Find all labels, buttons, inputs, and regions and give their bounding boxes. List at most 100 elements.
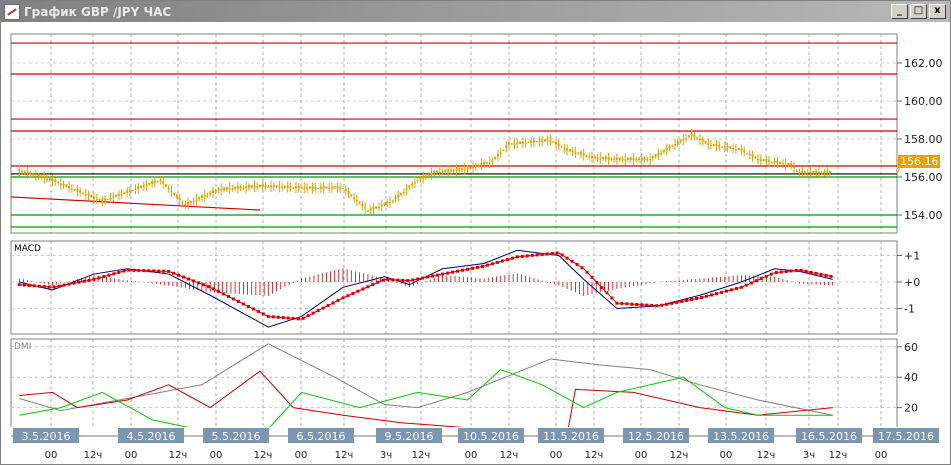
signal-marker [32, 284, 36, 288]
price-candle [449, 170, 452, 172]
signal-marker [37, 284, 41, 288]
price-candle [353, 198, 356, 200]
signal-marker [351, 291, 355, 295]
date-label: 12.5.2016 [628, 430, 684, 443]
hour-label: 3ч [380, 450, 392, 461]
signal-marker [729, 288, 733, 292]
y-tick-label: 162.00 [904, 57, 943, 70]
hour-label: 12ч [169, 450, 188, 461]
signal-marker [416, 277, 420, 281]
signal-marker [137, 268, 141, 272]
price-candle [405, 188, 408, 191]
price-candle [701, 139, 704, 142]
signal-marker [391, 278, 395, 282]
date-label-box [708, 428, 774, 443]
price-candle [40, 175, 43, 178]
signal-marker [769, 272, 773, 276]
price-candle [297, 185, 300, 189]
price-candle [366, 210, 369, 212]
dmi-panel-label: DMI [14, 342, 31, 352]
hour-label: 00 [875, 450, 888, 461]
price-candle [164, 184, 167, 187]
signal-marker [774, 271, 778, 275]
price-candle [685, 138, 688, 140]
price-candle [79, 190, 82, 193]
signal-marker [705, 294, 709, 298]
price-candle [411, 183, 414, 186]
price-candle [640, 157, 643, 161]
price-candle [29, 172, 32, 175]
signal-marker [625, 302, 629, 306]
price-candle [170, 191, 173, 193]
price-candle [671, 145, 674, 147]
signal-marker [316, 309, 320, 313]
price-candle [57, 181, 60, 184]
date-label: 11.5.2016 [543, 430, 599, 443]
price-candle [812, 170, 815, 174]
price-candle [380, 204, 383, 206]
signal-marker [535, 253, 539, 257]
date-label: 16.5.2016 [801, 430, 857, 443]
price-candle [773, 161, 776, 163]
macd-panel-frame [10, 240, 898, 335]
signal-marker [580, 266, 584, 270]
date-label: 10.5.2016 [463, 430, 519, 443]
signal-marker [515, 255, 519, 259]
price-candle [787, 163, 790, 166]
price-candle [472, 165, 475, 168]
price-candle [115, 194, 118, 197]
price-candle [198, 197, 201, 200]
chart-area[interactable]: 162.00 160.00 158.00 156.00 154.00 +1 +0 -1 60 40… [1, 23, 950, 464]
hour-label: 3ч [803, 450, 815, 461]
price-candle [364, 207, 367, 209]
price-candle [156, 181, 159, 183]
signal-marker [710, 293, 714, 297]
signal-marker [495, 260, 499, 264]
price-candle [195, 199, 198, 201]
signal-marker [799, 268, 803, 272]
price-candle [422, 175, 425, 179]
price-candle [159, 179, 162, 181]
signal-marker [147, 269, 151, 273]
price-candle [140, 185, 143, 188]
price-candle [596, 156, 599, 159]
signal-marker [441, 272, 445, 276]
price-candle [275, 185, 278, 188]
price-candle [95, 199, 98, 201]
price-candle [173, 192, 176, 195]
maximize-button[interactable]: □ [910, 4, 927, 19]
signal-marker [719, 290, 723, 294]
price-candle [754, 156, 757, 159]
price-candle [632, 158, 635, 160]
minimize-button[interactable]: _ [891, 4, 908, 19]
price-candle [635, 159, 638, 161]
price-candle [372, 206, 375, 210]
price-candle [278, 186, 281, 188]
price-candle [350, 194, 353, 197]
signal-marker [296, 317, 300, 321]
price-candle [73, 188, 76, 191]
price-candle [828, 171, 831, 174]
price-candle [117, 194, 120, 196]
trendline [10, 196, 261, 211]
price-candle [270, 185, 273, 188]
price-candle [646, 158, 649, 160]
price-candle [510, 143, 513, 145]
price-candle [455, 168, 458, 171]
window-title: График GBP /JPY ЧАС [24, 4, 172, 19]
signal-marker [525, 254, 529, 258]
price-candle [234, 187, 237, 189]
signal-marker [42, 285, 46, 289]
price-candle [54, 179, 57, 183]
title-bar[interactable]: График GBP /JPY ЧАС _ □ x [1, 1, 950, 22]
price-candle [806, 172, 809, 174]
close-button[interactable]: x [929, 4, 946, 19]
price-candle [757, 158, 759, 160]
signal-marker [67, 282, 71, 286]
signal-marker [157, 269, 161, 273]
price-candle [142, 185, 145, 187]
price-candle [416, 179, 419, 181]
signal-marker [540, 252, 544, 256]
signal-marker [670, 301, 674, 305]
